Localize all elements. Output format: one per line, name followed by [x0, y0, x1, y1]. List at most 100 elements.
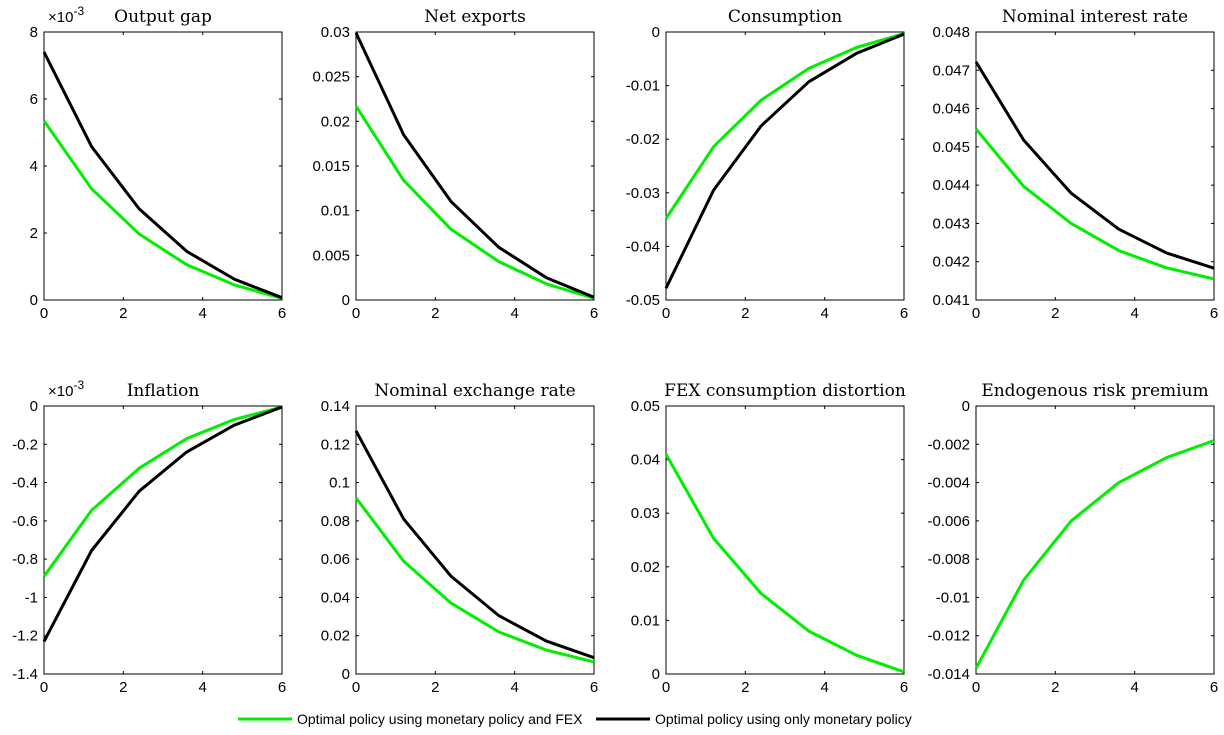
panel-4: 0 2 4 6 0.041 0.042 0.043 0.044 0.045 0.046 0.047 0…: [932, 7, 1218, 322]
y-tick-label: -0.05: [626, 292, 660, 309]
y-tick-label: 0.041: [932, 292, 970, 309]
x-tick-label: 4: [198, 679, 206, 696]
series-line-black: [42, 51, 283, 300]
series-line-black: [354, 32, 595, 299]
x-tick-label: 2: [119, 679, 127, 696]
y-tick-label: -0.006: [927, 513, 970, 530]
plot-frame: [975, 405, 1215, 675]
y-tick-label: -0.8: [12, 551, 38, 568]
x-tick-label: 0: [662, 679, 670, 696]
series-line-black: [354, 430, 595, 660]
y-tick-label: 6: [30, 91, 38, 108]
panels: 0 2 4 6 0 2 4 6 8 Output gap ×10-3 0 2 4 6 0 0.005 0.01 0.…: [12, 4, 1218, 696]
x-tick-label: 4: [510, 679, 518, 696]
x-tick-label: 2: [431, 305, 439, 322]
x-tick-label: 0: [352, 679, 360, 696]
panel-title: Net exports: [424, 7, 526, 27]
y-tick-label: 0.04: [631, 452, 660, 469]
y-tick-label: 0: [30, 292, 38, 309]
panel-8: 0 2 4 6 -0.014 -0.012 -0.01 -0.008 -0.006 -0.004 -…: [927, 381, 1218, 696]
y-tick-label: -0.004: [927, 475, 970, 492]
x-tick-label: 6: [278, 679, 286, 696]
plot-frame: [355, 405, 595, 675]
x-tick-label: 0: [972, 305, 980, 322]
x-tick-label: 6: [590, 679, 598, 696]
y-tick-label: 0.08: [321, 513, 350, 530]
x-tick-label: 2: [119, 305, 127, 322]
y-tick-label: -0.008: [927, 551, 970, 568]
x-tick-label: 2: [431, 679, 439, 696]
x-tick-label: 6: [900, 305, 908, 322]
y-tick-label: 0.01: [631, 612, 660, 629]
plot-frame: [43, 405, 283, 675]
panel-3: 0 2 4 6 -0.05 -0.04 -0.03 -0.02 -0.01 0 Consumptio…: [626, 7, 908, 322]
y-tick-label: 0.047: [932, 62, 970, 79]
x-tick-label: 2: [1051, 305, 1059, 322]
x-tick-label: 2: [741, 305, 749, 322]
y-tick-label: 0: [30, 398, 38, 415]
y-tick-label: 0.1: [329, 475, 350, 492]
y-tick-label: 0: [652, 24, 660, 41]
panel-title: Nominal exchange rate: [374, 381, 575, 401]
y-tick-label: 4: [30, 158, 38, 175]
panel-2: 0 2 4 6 0 0.005 0.01 0.015 0.02 0.025 0.03 Net expo…: [312, 7, 598, 322]
plot-frame: [665, 405, 905, 675]
series-line-green: [354, 105, 595, 300]
y-tick-label: 0: [342, 292, 350, 309]
panel-title: Endogenous risk premium: [981, 381, 1208, 401]
x-tick-label: 4: [198, 305, 206, 322]
x-tick-label: 4: [1130, 679, 1138, 696]
x-tick-label: 0: [352, 305, 360, 322]
y-tick-label: -0.002: [927, 436, 970, 453]
plot-frame: [665, 31, 905, 301]
y-tick-label: 0.06: [321, 551, 350, 568]
y-tick-label: 0.015: [312, 158, 350, 175]
x-tick-label: 0: [972, 679, 980, 696]
y-tick-label: 0.043: [932, 215, 970, 232]
x-tick-label: 2: [1051, 679, 1059, 696]
legend-label-black: Optimal policy using only monetary polic…: [655, 711, 912, 727]
y-tick-label: -1: [25, 589, 38, 606]
y-tick-label: 0.02: [321, 628, 350, 645]
y-tick-label: 0.04: [321, 589, 350, 606]
plot-frame: [43, 31, 283, 301]
series-line-green: [974, 439, 1215, 670]
panel-title: Consumption: [728, 7, 842, 27]
y-tick-label: 0.14: [321, 398, 350, 415]
y-tick-label: -0.01: [626, 78, 660, 95]
y-tick-label: 0.005: [312, 247, 350, 264]
legend: Optimal policy using monetary policy and…: [238, 711, 912, 727]
y-tick-label: 0.03: [321, 24, 350, 41]
y-tick-label: -0.2: [12, 436, 38, 453]
y-tick-label: 0.048: [932, 24, 970, 41]
panel-title: Nominal interest rate: [1002, 7, 1188, 27]
legend-label-green: Optimal policy using monetary policy and…: [297, 711, 583, 727]
x-tick-label: 6: [1210, 305, 1218, 322]
series-line-green: [664, 32, 905, 220]
x-tick-label: 6: [1210, 679, 1218, 696]
y-tick-label: 0.045: [932, 139, 970, 156]
panel-6: 0 2 4 6 0 0.02 0.04 0.06 0.08 0.1 0.12 0.14 Nominal …: [321, 381, 598, 696]
x-tick-label: 4: [510, 305, 518, 322]
series-line-green: [974, 127, 1215, 281]
series-line-green: [42, 405, 283, 578]
y-tick-label: -0.6: [12, 513, 38, 530]
y-tick-label: 0.044: [932, 177, 970, 194]
series-line-green: [664, 453, 905, 674]
x-tick-label: 4: [820, 679, 828, 696]
y-scale-factor: ×10-3: [48, 4, 84, 26]
y-tick-label: 0: [342, 666, 350, 683]
y-tick-label: 2: [30, 225, 38, 242]
x-tick-label: 2: [741, 679, 749, 696]
y-tick-label: -1.2: [12, 628, 38, 645]
y-tick-label: -0.4: [12, 475, 38, 492]
y-tick-label: 0.05: [631, 398, 660, 415]
y-tick-label: -0.02: [626, 131, 660, 148]
panel-1: 0 2 4 6 0 2 4 6 8 Output gap ×10-3: [30, 4, 287, 322]
y-tick-label: -0.014: [927, 666, 970, 683]
y-tick-label: 0.03: [631, 505, 660, 522]
plot-frame: [355, 31, 595, 301]
y-tick-label: -1.4: [12, 666, 38, 683]
